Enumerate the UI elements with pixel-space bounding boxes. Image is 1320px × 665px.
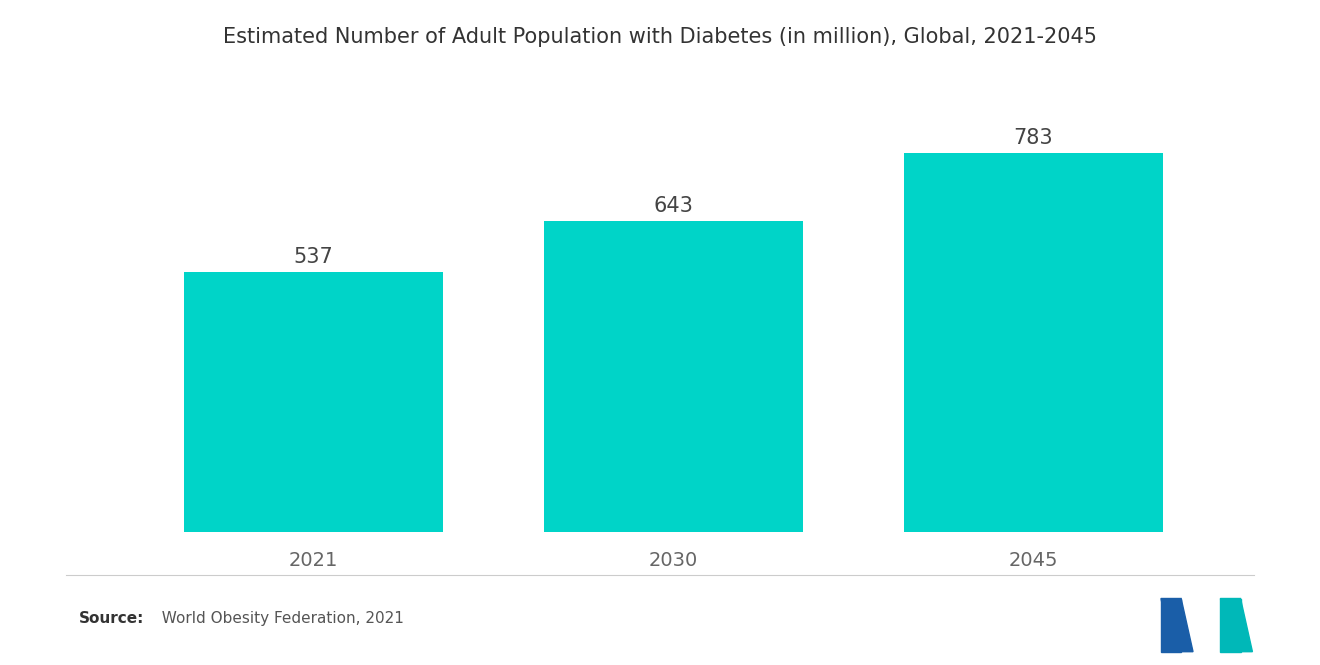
Polygon shape (1162, 598, 1193, 652)
Text: World Obesity Federation, 2021: World Obesity Federation, 2021 (152, 611, 404, 626)
Text: Estimated Number of Adult Population with Diabetes (in million), Global, 2021-20: Estimated Number of Adult Population wit… (223, 27, 1097, 47)
Bar (904, 154, 1163, 532)
Polygon shape (1220, 598, 1253, 652)
Text: 783: 783 (1014, 128, 1053, 148)
Text: 643: 643 (653, 196, 693, 216)
Text: Source:: Source: (79, 611, 145, 626)
Bar (183, 272, 442, 532)
Bar (544, 221, 803, 532)
Polygon shape (1162, 598, 1181, 652)
Polygon shape (1220, 598, 1241, 652)
Text: 537: 537 (293, 247, 333, 267)
